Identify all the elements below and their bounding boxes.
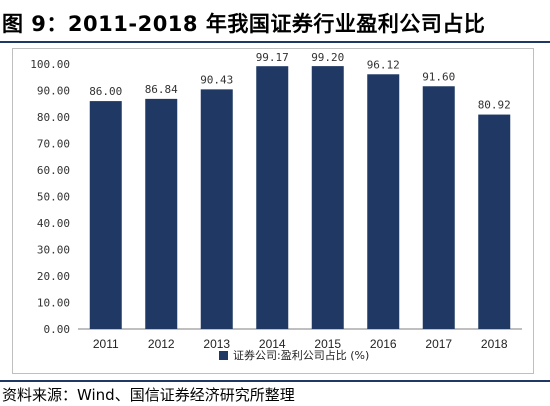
bar-2015: [311, 66, 344, 330]
x-tick-label: 2015: [314, 337, 341, 351]
y-tick-label: 30.00: [37, 244, 70, 257]
bar-2012: [145, 98, 178, 330]
y-tick-label: 20.00: [37, 270, 70, 283]
x-tick-label: 2018: [481, 337, 508, 351]
data-label: 86.00: [89, 85, 122, 98]
x-tick-label: 2014: [259, 337, 286, 351]
legend-label: 证券公司:盈利公司占比 (%): [233, 348, 369, 362]
x-tick-label: 2013: [203, 337, 230, 351]
y-tick-label: 90.00: [37, 85, 70, 98]
data-label: 80.92: [478, 99, 511, 112]
data-label: 99.17: [256, 51, 289, 64]
y-tick-label: 40.00: [37, 217, 70, 230]
data-label: 96.12: [367, 58, 400, 71]
figure-title: 图 9：2011-2018 年我国证券行业盈利公司占比: [2, 12, 486, 36]
bar-2018: [478, 114, 511, 329]
top-rule: [0, 41, 550, 43]
legend-swatch: [219, 351, 228, 360]
x-tick-label: 2016: [370, 337, 397, 351]
bar-2013: [200, 89, 233, 329]
bar-2016: [367, 74, 400, 329]
source-note: 资料来源：Wind、国信证券经济研究所整理: [2, 386, 295, 404]
y-tick-label: 60.00: [37, 164, 70, 177]
bar-2014: [256, 66, 289, 330]
x-tick-label: 2017: [425, 337, 452, 351]
bar-2011: [89, 101, 122, 329]
y-tick-label: 80.00: [37, 111, 70, 124]
y-tick-label: 100.00: [30, 58, 70, 71]
data-label: 90.43: [200, 73, 233, 86]
bottom-rule: [0, 380, 550, 382]
y-tick-label: 50.00: [37, 191, 70, 204]
y-tick-label: 70.00: [37, 138, 70, 151]
data-label: 91.60: [422, 70, 455, 83]
x-tick-label: 2012: [148, 337, 175, 351]
data-label: 99.20: [311, 51, 344, 64]
y-tick-label: 0.00: [44, 323, 71, 336]
data-label: 86.84: [145, 83, 178, 96]
chart-frame: [12, 48, 534, 374]
title-bar: 图 9：2011-2018 年我国证券行业盈利公司占比: [0, 0, 550, 42]
y-tick-label: 10.00: [37, 297, 70, 310]
bar-2017: [422, 86, 455, 329]
x-tick-label: 2011: [93, 337, 119, 351]
